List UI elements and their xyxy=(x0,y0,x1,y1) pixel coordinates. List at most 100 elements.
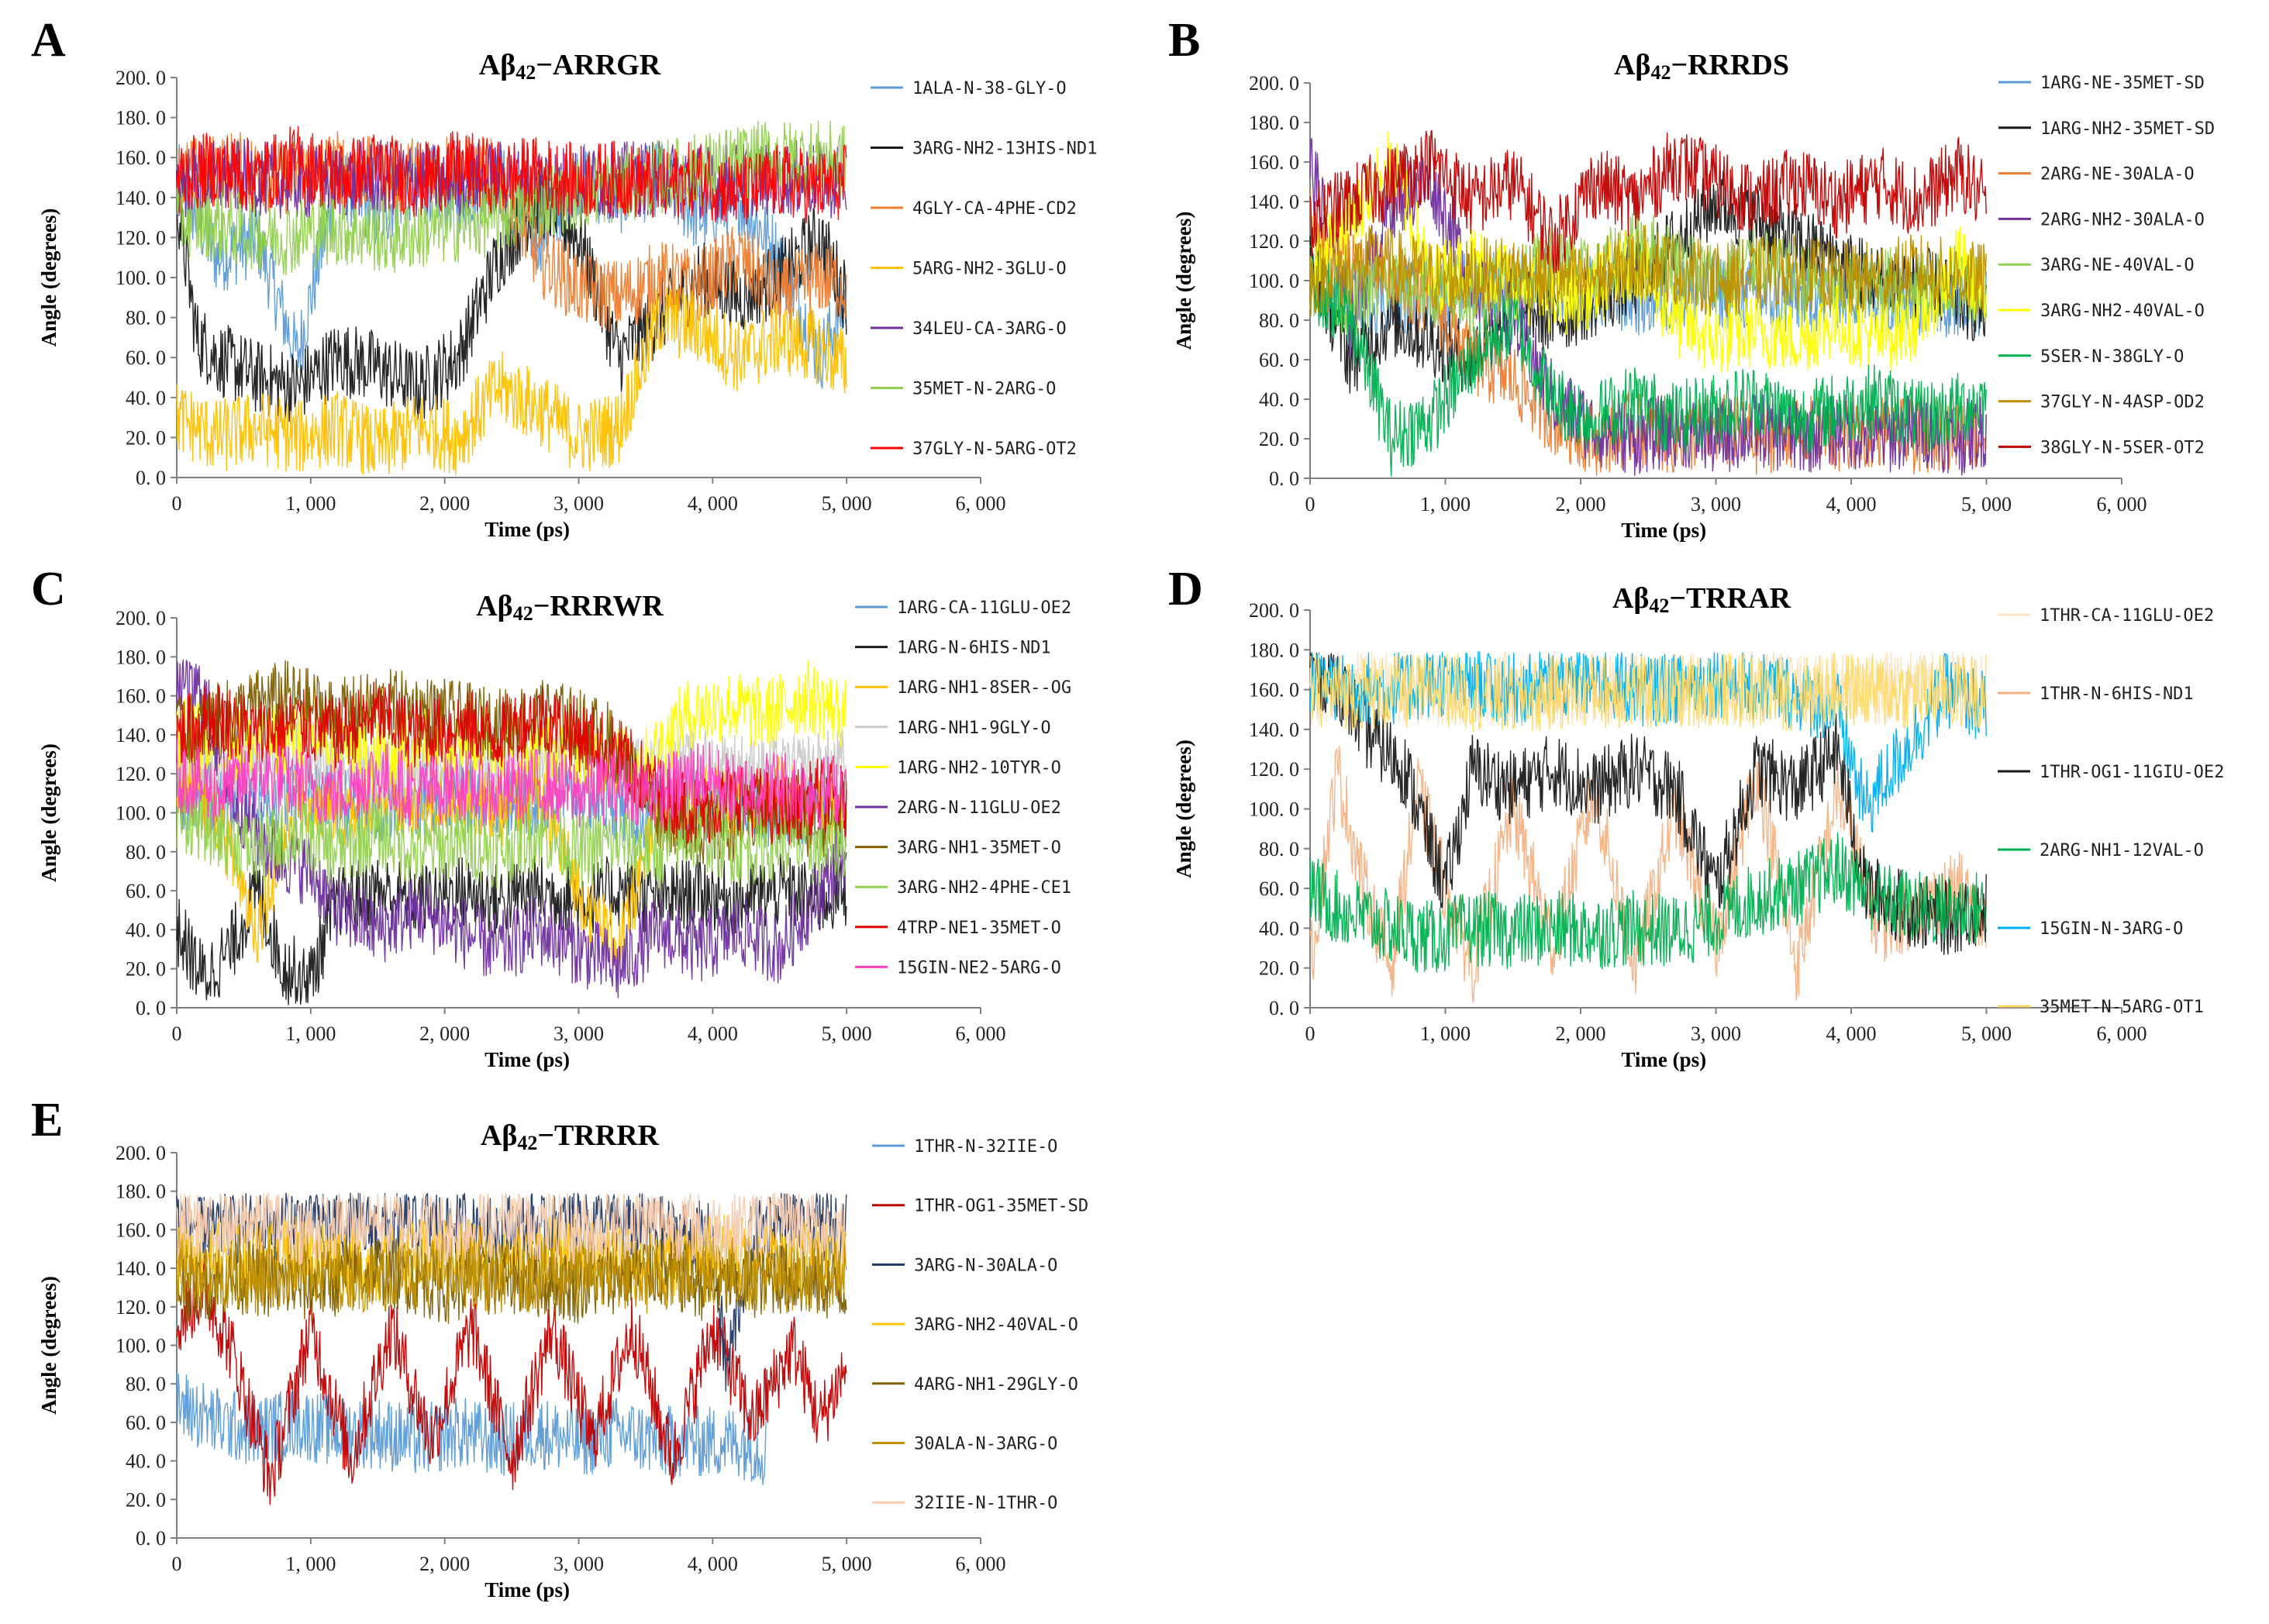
y-axis-title: Angle (degrees) xyxy=(1172,212,1195,350)
y-tick-label: 200. 0 xyxy=(116,607,166,629)
legend-label: 3ARG-NH2-4PHE-CE1 xyxy=(897,878,1071,898)
y-tick-label: 20. 0 xyxy=(126,426,166,449)
y-tick-label: 0. 0 xyxy=(136,997,166,1019)
y-tick-label: 180. 0 xyxy=(116,107,166,129)
series-line-5ser-n-38gly-o xyxy=(1309,245,1987,477)
chart-title: Aβ42−RRRDS xyxy=(1614,49,1789,84)
chart-title: Aβ42−RRRWR xyxy=(476,590,664,625)
series-line-1thr-n-6his-nd1 xyxy=(1309,745,1987,1003)
series-line-38gly-n-5ser-ot2 xyxy=(1309,129,1987,274)
y-tick-label: 0. 0 xyxy=(1269,997,1299,1019)
legend-label: 1THR-OG1-35MET-SD xyxy=(914,1197,1088,1216)
y-tick-label: 60. 0 xyxy=(126,1412,166,1434)
panel-a: A Aβ42−ARRGR 0. 0 20. 0 40. 0 60. 0 80. 0 100. … xyxy=(31,14,1097,541)
panel-letter: B xyxy=(1168,14,1200,67)
x-axis-title: Time (ps) xyxy=(1621,1048,1706,1071)
y-tick-label: 140. 0 xyxy=(116,187,166,209)
x-tick-label: 4, 000 xyxy=(1826,493,1877,515)
legend-label: 35MET-N-5ARG-OT1 xyxy=(2040,998,2204,1017)
x-tick-label: 4, 000 xyxy=(1826,1022,1877,1045)
x-tick-label: 3, 000 xyxy=(553,1553,604,1575)
chart-title: Aβ42−TRRAR xyxy=(1612,582,1791,617)
y-tick-label: 60. 0 xyxy=(1259,349,1299,371)
y-tick-label: 120. 0 xyxy=(116,1296,166,1319)
legend-label: 4GLY-CA-4PHE-CD2 xyxy=(912,199,1077,219)
x-tick-label: 2, 000 xyxy=(1556,1022,1606,1045)
y-tick-label: 120. 0 xyxy=(116,763,166,785)
legend-label: 1THR-N-6HIS-ND1 xyxy=(2040,684,2194,704)
legend-label: 1ARG-NH2-35MET-SD xyxy=(2040,119,2215,139)
series-line-35met-n-5arg-ot1 xyxy=(1309,653,1987,733)
x-axis-title: Time (ps) xyxy=(484,1048,570,1071)
series-line-30ala-n-3arg-o xyxy=(176,1232,847,1314)
y-tick-label: 180. 0 xyxy=(1249,112,1299,134)
legend-label: 4TRP-NE1-35MET-O xyxy=(897,919,1061,938)
series-line-35met-n-2arg-o xyxy=(176,120,847,276)
y-tick-label: 160. 0 xyxy=(116,147,166,169)
y-tick-label: 40. 0 xyxy=(126,1450,166,1473)
panel-b: B Aβ42−RRRDS 0. 0 20. 0 40. 0 60. 0 80. 0 100. … xyxy=(1168,14,2215,542)
legend-label: 34LEU-CA-3ARG-O xyxy=(912,319,1067,339)
y-tick-label: 140. 0 xyxy=(116,1257,166,1280)
legend-label: 1ARG-NH1-9GLY-O xyxy=(897,719,1051,738)
series-line-32iie-n-1thr-o xyxy=(176,1192,847,1265)
y-tick-label: 20. 0 xyxy=(126,1488,166,1511)
series-line-1thr-og1-35met-sd xyxy=(176,1255,847,1505)
y-tick-label: 180. 0 xyxy=(1249,639,1299,661)
y-tick-label: 80. 0 xyxy=(1259,838,1299,860)
x-tick-label: 6, 000 xyxy=(956,1553,1006,1575)
legend-label: 2ARG-NE-30ALA-O xyxy=(2040,165,2195,184)
x-tick-label: 1, 000 xyxy=(1420,1022,1471,1045)
y-tick-label: 80. 0 xyxy=(126,841,166,864)
x-tick-label: 5, 000 xyxy=(822,1553,872,1575)
legend-label: 15GIN-N-3ARG-O xyxy=(2040,919,2183,939)
y-tick-label: 200. 0 xyxy=(1249,599,1299,622)
y-tick-label: 60. 0 xyxy=(1259,878,1299,900)
legend-label: 1ARG-NE-35MET-SD xyxy=(2040,74,2205,93)
legend-label: 3ARG-NH2-13HIS-ND1 xyxy=(912,140,1097,159)
y-tick-label: 80. 0 xyxy=(126,1373,166,1395)
legend-label: 3ARG-NH2-40VAL-O xyxy=(914,1315,1078,1335)
y-axis-title: Angle (degrees) xyxy=(37,209,60,347)
x-tick-label: 1, 000 xyxy=(285,492,336,515)
y-tick-label: 180. 0 xyxy=(116,1181,166,1203)
x-tick-label: 5, 000 xyxy=(1961,493,2012,515)
y-axis-title: Angle (degrees) xyxy=(1172,740,1195,878)
x-tick-label: 0 xyxy=(172,1022,182,1045)
y-tick-label: 160. 0 xyxy=(1249,679,1299,702)
y-tick-label: 120. 0 xyxy=(1249,230,1299,253)
y-tick-label: 20. 0 xyxy=(1259,957,1299,980)
y-tick-label: 200. 0 xyxy=(116,1142,166,1164)
y-tick-label: 180. 0 xyxy=(116,646,166,668)
y-tick-label: 40. 0 xyxy=(126,387,166,409)
series-line-15gin-n-3arg-o xyxy=(1309,651,1987,833)
y-tick-label: 100. 0 xyxy=(116,802,166,825)
x-tick-label: 1, 000 xyxy=(285,1022,336,1045)
x-axis-title: Time (ps) xyxy=(484,1578,570,1602)
legend-label: 2ARG-NH2-30ALA-O xyxy=(2040,210,2205,229)
y-tick-label: 40. 0 xyxy=(126,919,166,941)
x-tick-label: 4, 000 xyxy=(688,1022,738,1045)
panel-e: E Aβ42−TRRRR 0. 0 20. 0 40. 0 60. 0 80. 0 100. … xyxy=(31,1094,1088,1602)
y-tick-label: 160. 0 xyxy=(116,1219,166,1241)
x-axis-title: Time (ps) xyxy=(484,518,570,541)
x-tick-label: 1, 000 xyxy=(285,1553,336,1575)
panel-letter: E xyxy=(31,1094,63,1146)
y-tick-label: 80. 0 xyxy=(1259,309,1299,332)
legend-label: 1THR-CA-11GLU-OE2 xyxy=(2040,606,2214,626)
legend-label: 1ARG-NH1-8SER--OG xyxy=(897,678,1071,698)
x-tick-label: 0 xyxy=(172,492,182,515)
y-tick-label: 0. 0 xyxy=(1269,467,1299,490)
y-tick-label: 200. 0 xyxy=(116,67,166,89)
x-tick-label: 4, 000 xyxy=(688,492,738,515)
y-tick-label: 80. 0 xyxy=(126,307,166,329)
x-tick-label: 6, 000 xyxy=(2097,1022,2147,1045)
series-line-37gly-n-5arg-ot2 xyxy=(176,126,847,225)
chart-title: Aβ42−TRRRR xyxy=(481,1119,660,1154)
y-tick-label: 140. 0 xyxy=(1249,719,1299,741)
x-tick-label: 3, 000 xyxy=(553,492,604,515)
legend-label: 3ARG-N-30ALA-O xyxy=(914,1256,1057,1275)
y-tick-label: 120. 0 xyxy=(116,226,166,249)
x-tick-label: 3, 000 xyxy=(1691,1022,1741,1045)
